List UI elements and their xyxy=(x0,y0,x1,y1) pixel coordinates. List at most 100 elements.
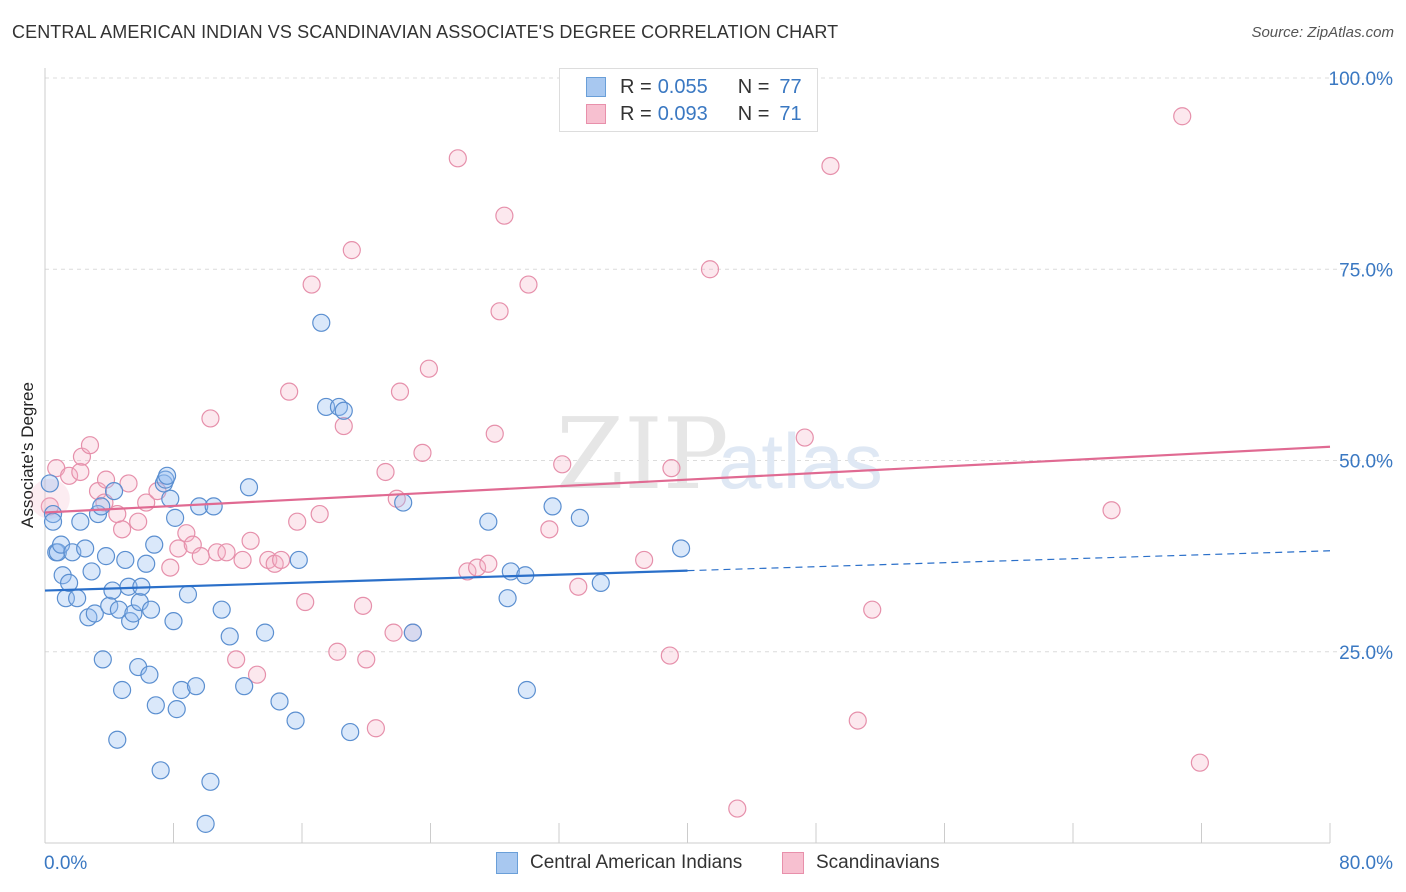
central-american-indians-point xyxy=(112,680,132,700)
source-label: Source: ZipAtlas.com xyxy=(1251,24,1394,41)
scandinavians-point xyxy=(357,650,376,669)
central-american-indians-point xyxy=(40,474,59,493)
scandinavians-point xyxy=(569,577,588,596)
central-american-indians-point xyxy=(671,539,691,558)
central-american-indians-point xyxy=(104,482,124,501)
central-american-indians-point xyxy=(341,722,360,742)
central-american-indians-point xyxy=(59,573,79,593)
legend-row-blue: R = 0.055 N = 77 xyxy=(586,75,802,99)
legend-row-pink: R = 0.093 N = 71 xyxy=(586,102,802,126)
trend-lines xyxy=(44,445,1331,592)
central-american-indians-point xyxy=(220,627,239,646)
scandinavians-point xyxy=(1102,501,1121,520)
central-american-indians-point xyxy=(190,497,209,516)
scandinavians-point xyxy=(376,462,395,482)
scandinavians-point xyxy=(413,443,432,462)
stats-legend: R = 0.055 N = 77 R = 0.093 N = 71 xyxy=(559,68,818,132)
central-american-indians-point xyxy=(109,600,128,619)
scandinavians-point xyxy=(119,474,138,493)
central-american-indians-point xyxy=(235,677,254,696)
scandinavians-point xyxy=(635,550,654,570)
central-american-indians-point xyxy=(316,397,336,417)
y-tick-label: 100.0% xyxy=(1329,69,1394,90)
scandinavians-point xyxy=(660,646,679,665)
scandinavians-point xyxy=(1190,753,1209,772)
central-american-indians-point xyxy=(403,623,422,642)
central-american-indians-point xyxy=(71,512,90,531)
central-american-indians-point xyxy=(517,680,536,700)
central-american-indians-point xyxy=(289,550,308,570)
central-american-indians-point xyxy=(172,680,191,700)
central-american-indians-point xyxy=(312,313,331,332)
legend-n-value: 71 xyxy=(779,102,802,125)
trend-line-blue-extension xyxy=(687,550,1331,572)
legend-r-label: R = xyxy=(620,75,652,98)
series-legend-label: Scandinavians xyxy=(816,852,940,873)
scandinavians-point xyxy=(458,562,477,581)
series-scandinavians-points xyxy=(29,107,1209,818)
y-tick-label: 50.0% xyxy=(1339,452,1393,473)
scandinavians-point xyxy=(161,558,180,577)
central-american-indians-point xyxy=(270,692,289,711)
watermark-atlas: atlas xyxy=(718,417,883,505)
series-legend-item-pink[interactable]: Scandinavians xyxy=(782,852,940,874)
scandinavians-point xyxy=(169,539,188,558)
central-american-indians-point xyxy=(239,478,259,497)
central-american-indians-point xyxy=(255,623,275,642)
legend-swatch-pink xyxy=(586,104,606,124)
central-american-indians-point xyxy=(204,497,223,516)
scandinavians-point xyxy=(302,275,321,294)
central-american-indians-point xyxy=(178,585,198,604)
scandinavians-point xyxy=(540,520,559,539)
central-american-indians-point xyxy=(157,466,177,485)
scandinavians-point xyxy=(479,554,498,573)
central-american-indians-point xyxy=(43,504,63,524)
scandinavians-point xyxy=(296,592,315,612)
legend-swatch-pink xyxy=(782,852,804,874)
scandinavians-point xyxy=(334,416,353,436)
scandinavians-point xyxy=(247,665,267,684)
central-american-indians-point xyxy=(161,489,180,508)
scandinavians-point xyxy=(177,524,196,543)
scandinavians-point xyxy=(71,462,90,482)
series-central-american-indians-points xyxy=(40,313,691,833)
scandinavians-point xyxy=(129,512,148,531)
legend-swatch-blue xyxy=(496,852,518,874)
central-american-indians-point xyxy=(167,700,186,719)
scandinavians-point xyxy=(384,623,403,642)
scandinavians-point xyxy=(1173,107,1192,126)
central-american-indians-point xyxy=(76,539,95,558)
central-american-indians-point xyxy=(498,589,517,608)
central-american-indians-point xyxy=(212,600,231,619)
scandinavians-point xyxy=(821,156,840,176)
central-american-indians-point xyxy=(196,814,215,833)
central-american-indians-point xyxy=(164,612,183,631)
scandinavians-point xyxy=(112,520,132,539)
central-american-indians-point xyxy=(145,535,164,554)
central-american-indians-point xyxy=(82,562,101,581)
legend-n-value: 77 xyxy=(779,75,802,98)
scandinavians-point xyxy=(328,642,347,661)
scandinavians-point xyxy=(700,260,720,279)
central-american-indians-point xyxy=(334,401,353,420)
central-american-indians-point xyxy=(116,550,135,570)
central-american-indians-point xyxy=(591,573,610,593)
scandinavians-point xyxy=(728,799,747,818)
series-legend-item-blue[interactable]: Central American Indians xyxy=(496,852,742,874)
y-tick-label: 25.0% xyxy=(1339,643,1393,664)
scandinavians-point xyxy=(448,149,467,168)
central-american-indians-point xyxy=(543,497,562,516)
scandinavians-point xyxy=(419,359,438,378)
scandinavians-point xyxy=(662,459,681,478)
central-american-indians-point xyxy=(151,761,170,780)
chart-title: CENTRAL AMERICAN INDIAN VS SCANDINAVIAN … xyxy=(12,22,839,42)
central-american-indians-point xyxy=(96,547,116,566)
legend-n-label: N = xyxy=(737,102,770,125)
scandinavians-point xyxy=(342,241,361,260)
legend-swatch-blue xyxy=(586,77,606,97)
watermark: ZIP atlas xyxy=(556,398,883,512)
y-tick-label: 75.0% xyxy=(1339,260,1393,281)
scandinavians-point xyxy=(519,275,538,294)
central-american-indians-point xyxy=(146,696,165,715)
central-american-indians-point xyxy=(141,600,161,619)
